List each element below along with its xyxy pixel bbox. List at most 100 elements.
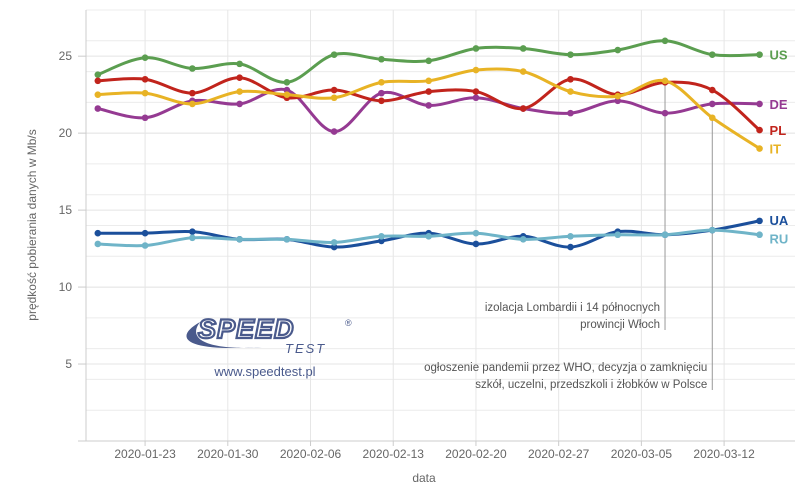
x-tick-label: 2020-01-23 <box>114 447 176 461</box>
logo-brand: SPEED <box>198 314 295 344</box>
series-label-de: DE <box>770 97 788 112</box>
x-tick-label: 2020-01-30 <box>197 447 259 461</box>
data-point-ru <box>94 240 102 248</box>
data-point-pl <box>472 88 480 95</box>
series-label-ua: UA <box>770 213 789 228</box>
x-tick-label: 2020-02-06 <box>280 447 342 461</box>
series-line-de <box>97 87 760 134</box>
data-point-de <box>756 100 763 108</box>
data-point-ru <box>708 226 716 234</box>
data-point-ua <box>378 237 385 245</box>
data-point-it <box>330 94 338 102</box>
logo-url: www.speedtest.pl <box>213 364 315 379</box>
data-point-ru <box>425 232 432 240</box>
data-point-pl <box>94 77 102 85</box>
axes <box>78 10 795 442</box>
data-point-ru <box>567 232 574 240</box>
data-point-de <box>283 86 291 94</box>
data-point-pl <box>141 75 149 83</box>
annotation-text: ogłoszenie pandemii przez WHO, decyzja o… <box>424 362 707 374</box>
data-point-de <box>141 114 149 122</box>
data-point-us <box>236 60 243 68</box>
y-tick-label: 15 <box>59 203 73 217</box>
data-point-pl <box>425 88 432 95</box>
data-point-pl <box>330 86 338 94</box>
data-point-de <box>330 128 338 135</box>
data-point-de <box>567 109 574 117</box>
data-point-it <box>425 77 432 85</box>
series-it <box>94 66 763 152</box>
data-point-it <box>756 145 763 152</box>
logo-sub: TEST <box>285 341 326 356</box>
data-point-pl <box>378 97 385 105</box>
data-point-us <box>567 51 574 58</box>
data-point-us <box>472 45 480 52</box>
data-point-it <box>708 114 716 122</box>
x-axis-title: data <box>412 471 436 485</box>
data-point-us <box>330 51 338 58</box>
data-point-ru <box>330 239 338 246</box>
series-ru <box>94 226 763 249</box>
data-point-ru <box>472 229 480 237</box>
annotation-text: izolacja Lombardii i 14 północnych <box>485 302 660 314</box>
data-point-ua <box>141 229 149 237</box>
series-us <box>94 37 763 86</box>
data-point-us <box>519 45 527 52</box>
data-point-ua <box>189 228 196 235</box>
y-tick-label: 10 <box>59 280 73 294</box>
annotation-text: prowincji Włoch <box>580 319 660 331</box>
data-point-it <box>189 100 196 108</box>
series-label-us: US <box>770 48 788 63</box>
data-point-us <box>141 54 149 62</box>
grid <box>86 9 795 441</box>
data-point-ru <box>236 236 243 243</box>
data-point-de <box>708 100 716 108</box>
data-point-de <box>614 97 622 105</box>
data-point-ru <box>378 232 385 240</box>
data-point-it <box>472 66 480 74</box>
data-point-ua <box>472 240 480 248</box>
data-point-ru <box>519 236 527 243</box>
data-point-de <box>236 100 243 108</box>
data-point-ru <box>141 242 149 249</box>
data-point-it <box>661 77 669 85</box>
data-point-ua <box>756 217 763 225</box>
data-point-ru <box>614 231 622 239</box>
data-point-ru <box>661 231 669 239</box>
data-point-it <box>567 88 574 95</box>
data-point-us <box>756 51 763 58</box>
x-tick-label: 2020-03-12 <box>693 447 755 461</box>
data-point-us <box>189 65 196 72</box>
data-point-de <box>661 109 669 117</box>
data-point-de <box>425 102 432 109</box>
data-point-ua <box>94 229 102 237</box>
x-tick-label: 2020-02-13 <box>363 447 425 461</box>
series-label-ru: RU <box>770 232 789 247</box>
data-point-pl <box>708 86 716 94</box>
y-tick-label: 20 <box>59 126 73 140</box>
data-point-pl <box>189 89 196 97</box>
data-point-pl <box>236 74 243 82</box>
data-point-us <box>614 46 622 54</box>
data-point-ru <box>189 234 196 242</box>
speedtest-logo: SPEED ® TEST www.speedtest.pl <box>186 313 352 379</box>
data-point-us <box>425 57 432 65</box>
data-point-us <box>94 71 102 78</box>
data-point-ru <box>283 236 291 243</box>
x-tick-label: 2020-03-05 <box>611 447 673 461</box>
data-point-it <box>378 79 385 86</box>
data-point-de <box>472 94 480 102</box>
data-point-ru <box>756 231 763 239</box>
data-point-us <box>378 55 385 63</box>
data-point-it <box>94 91 102 98</box>
data-point-de <box>378 89 385 97</box>
data-point-it <box>614 92 622 100</box>
series-label-it: IT <box>770 142 782 157</box>
annotation-text: szkół, uczelni, przedszkoli i żłobków w … <box>475 379 707 391</box>
data-point-ua <box>330 243 338 251</box>
data-point-it <box>236 88 243 95</box>
x-tick-label: 2020-02-27 <box>528 447 590 461</box>
data-point-it <box>519 68 527 75</box>
y-tick-label: 25 <box>59 49 73 63</box>
